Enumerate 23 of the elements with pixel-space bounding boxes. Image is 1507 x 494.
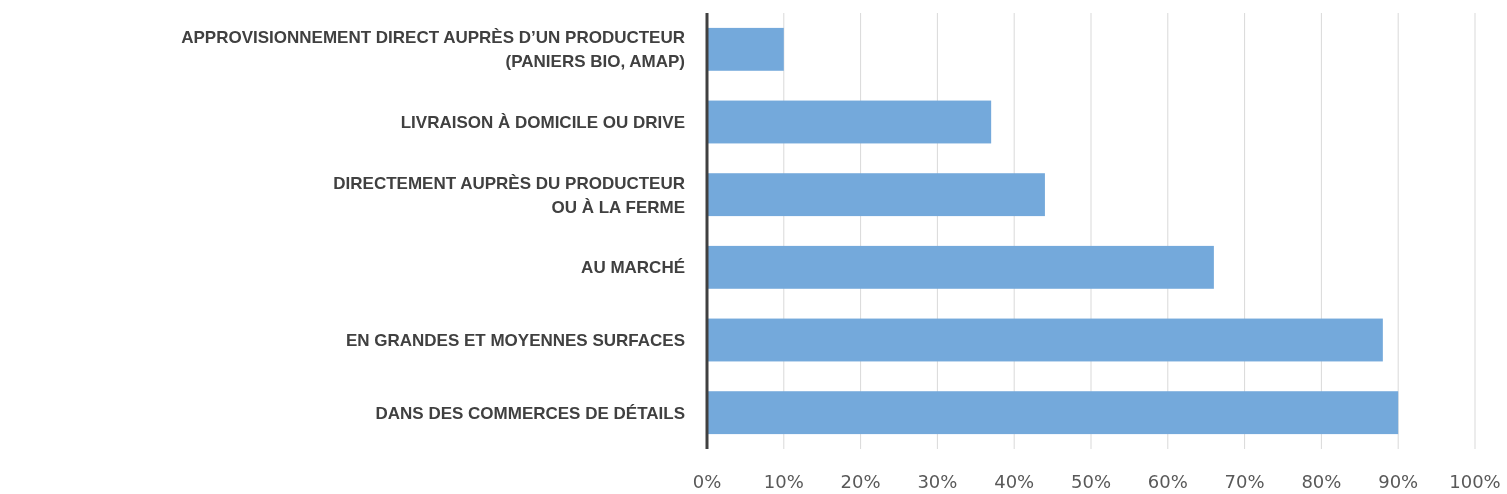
x-tick-label: 100% — [1449, 471, 1501, 492]
bar — [707, 27, 784, 71]
bar — [707, 318, 1383, 362]
y-tick-label: AU MARCHÉ — [581, 257, 685, 277]
x-tick-label: 30% — [917, 471, 958, 492]
x-tick-label: 70% — [1224, 471, 1265, 492]
x-tick-label: 40% — [994, 471, 1035, 492]
x-tick-label: 50% — [1070, 471, 1112, 492]
bar — [707, 245, 1214, 289]
y-tick-label: APPROVISIONNEMENT DIRECT AUPRÈS D’UN PRODUCTEUR (PANIERS BIO, AMAP) — [181, 27, 685, 71]
bar — [707, 391, 1399, 435]
bar — [707, 173, 1045, 217]
y-tick-label: DANS DES COMMERCES DE DÉTAILS — [375, 403, 685, 423]
bar — [707, 100, 992, 144]
y-tick-label: LIVRAISON À DOMICILE OU DRIVE — [400, 112, 685, 132]
x-tick-label: 10% — [763, 471, 804, 492]
x-tick-label: 20% — [840, 471, 881, 492]
x-tick-label: 90% — [1378, 471, 1419, 492]
y-tick-label: EN GRANDES ET MOYENNES SURFACES — [345, 330, 685, 350]
x-tick-label: 60% — [1147, 471, 1188, 492]
x-tick-label: 0% — [692, 471, 722, 492]
y-tick-label: DIRECTEMENT AUPRÈS DU PRODUCTEUR OU À LA FERME — [333, 173, 685, 217]
x-tick-label: 80% — [1301, 471, 1342, 492]
